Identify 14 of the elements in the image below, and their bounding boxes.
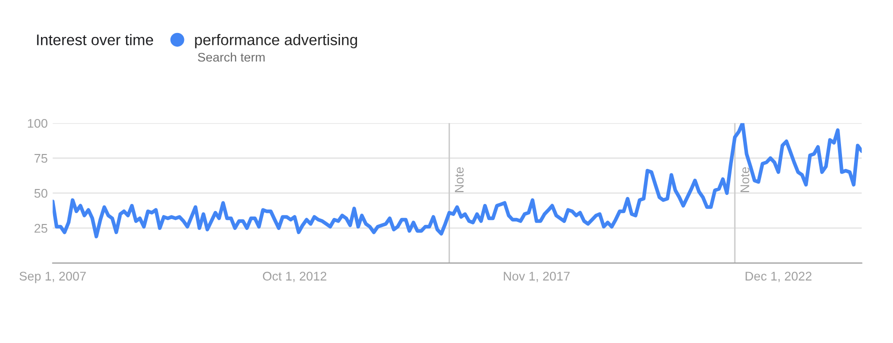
chart-title: Interest over time <box>37 34 154 46</box>
y-tick-label: 75 <box>34 154 48 163</box>
x-tick-label: Nov 1, 2017 <box>504 272 570 282</box>
ref-line-label: Note <box>740 167 750 192</box>
text: Search term <box>198 52 265 62</box>
y-tick-label: 50 <box>34 188 48 198</box>
x-tick-label: Oct 1, 2012 <box>262 272 326 282</box>
x-tick-label: Dec 1, 2022 <box>746 272 812 282</box>
legend-label: performance advertising <box>195 34 358 48</box>
y-tick-label: 25 <box>34 224 48 233</box>
ref-line-label: Note <box>454 167 464 192</box>
y-tick-label: 100 <box>28 118 48 128</box>
line-series <box>52 123 862 238</box>
x-tick-label: Sep 1, 2007 <box>20 272 86 284</box>
